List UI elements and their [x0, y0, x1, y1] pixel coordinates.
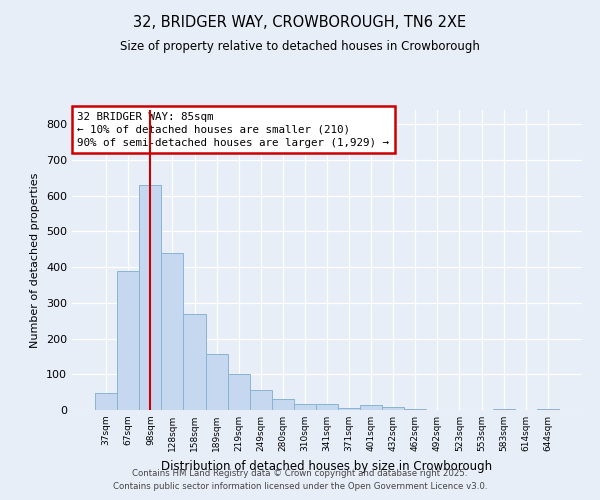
Bar — [338, 408, 360, 410]
Bar — [95, 393, 117, 410]
Bar — [404, 408, 427, 410]
Text: Contains public sector information licensed under the Open Government Licence v3: Contains public sector information licen… — [113, 482, 487, 491]
Text: Size of property relative to detached houses in Crowborough: Size of property relative to detached ho… — [120, 40, 480, 53]
Bar — [227, 374, 250, 410]
Bar — [360, 405, 382, 410]
Bar — [272, 400, 294, 410]
X-axis label: Distribution of detached houses by size in Crowborough: Distribution of detached houses by size … — [161, 460, 493, 472]
Bar — [184, 314, 206, 410]
Y-axis label: Number of detached properties: Number of detached properties — [31, 172, 40, 348]
Bar — [161, 253, 184, 410]
Bar — [382, 407, 404, 410]
Bar — [117, 270, 139, 410]
Text: 32, BRIDGER WAY, CROWBOROUGH, TN6 2XE: 32, BRIDGER WAY, CROWBOROUGH, TN6 2XE — [133, 15, 467, 30]
Bar — [493, 408, 515, 410]
Bar — [294, 404, 316, 410]
Text: Contains HM Land Registry data © Crown copyright and database right 2025.: Contains HM Land Registry data © Crown c… — [132, 468, 468, 477]
Bar — [206, 354, 227, 410]
Bar — [537, 408, 559, 410]
Bar — [139, 185, 161, 410]
Bar — [316, 404, 338, 410]
Text: 32 BRIDGER WAY: 85sqm
← 10% of detached houses are smaller (210)
90% of semi-det: 32 BRIDGER WAY: 85sqm ← 10% of detached … — [77, 112, 389, 148]
Bar — [250, 390, 272, 410]
